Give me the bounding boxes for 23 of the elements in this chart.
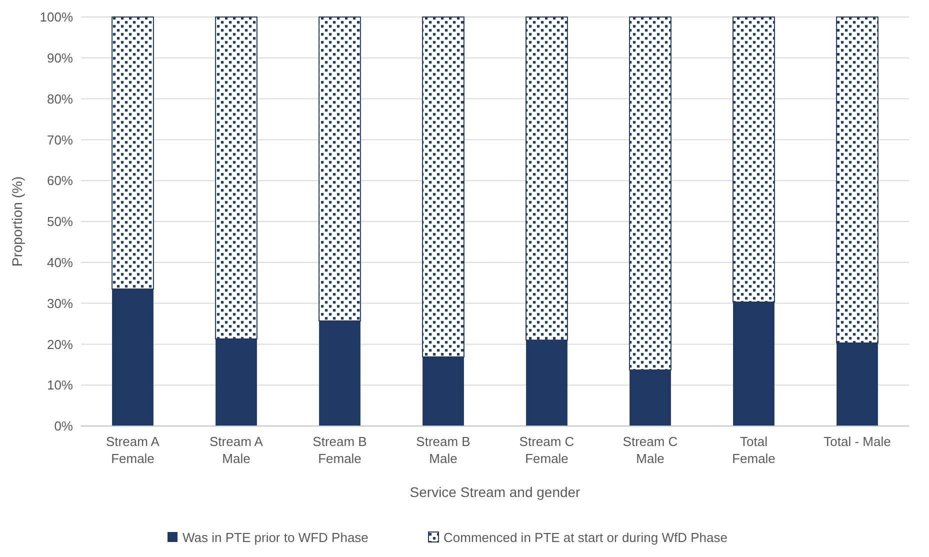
y-tick-label: 30% [46, 296, 74, 311]
legend-label: Was in PTE prior to WFD Phase [182, 530, 368, 545]
y-tick-label: 90% [46, 50, 74, 66]
y-tick-label: 80% [46, 91, 74, 106]
y-tick-label: 70% [46, 132, 74, 148]
x-tick-label: Stream C Female [519, 434, 574, 466]
x-tick-label: Stream A Female [106, 434, 160, 466]
y-tick-label: 50% [46, 214, 74, 230]
x-axis-title: Service Stream and gender [410, 484, 581, 500]
x-tick-label: Total Female [732, 434, 776, 466]
y-tick-label: 20% [46, 336, 74, 352]
x-tick-label: Stream C Male [622, 434, 678, 466]
x-tick-label: Stream B Male [416, 434, 470, 466]
x-tick-label: Stream B Female [312, 434, 367, 466]
y-tick-label: 0% [54, 418, 74, 434]
y-axis-title: Proportion (%) [9, 176, 25, 267]
y-tick-label: 100% [40, 10, 74, 25]
y-tick-label: 10% [46, 378, 74, 393]
x-tick-label: Total - Male [824, 434, 891, 449]
x-tick-label: Stream A Male [210, 434, 264, 466]
y-tick-label: 40% [46, 254, 74, 270]
y-tick-label: 60% [46, 173, 74, 188]
legend-label: Commenced in PTE at start or during WfD Phase [444, 530, 728, 545]
